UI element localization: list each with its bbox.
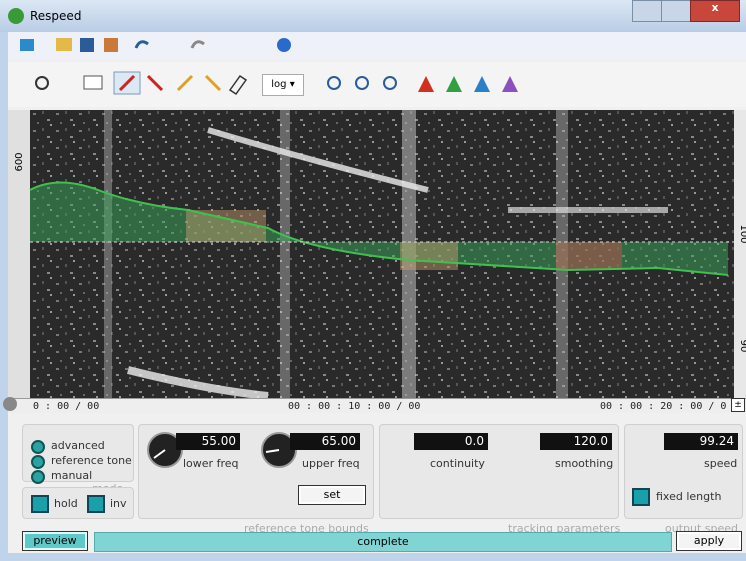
lower-freq-knob[interactable] <box>147 432 183 468</box>
inv-label: inv <box>110 497 127 510</box>
left-axis-label: 600 <box>14 152 25 171</box>
undo-button[interactable] <box>134 40 149 49</box>
scale-text: log <box>271 79 287 90</box>
zoom-in[interactable] <box>327 76 341 90</box>
zoom-out[interactable] <box>383 76 397 90</box>
hold-checkbox[interactable] <box>31 495 49 513</box>
title-bar <box>0 0 746 32</box>
toolbar-1 <box>8 32 746 59</box>
marker-green[interactable] <box>446 76 462 92</box>
help-button[interactable] <box>277 38 291 52</box>
fixed-length-label: fixed length <box>656 490 722 503</box>
marker-blue[interactable] <box>474 76 490 92</box>
left-ruler <box>8 110 30 400</box>
upper-freq-value: 65.00 <box>290 433 360 450</box>
radio-advanced[interactable] <box>31 440 45 454</box>
continuity-value: 0.0 <box>414 433 488 450</box>
radio-manual[interactable] <box>31 470 45 484</box>
time-label: 0 : 00 / 00 <box>33 401 100 412</box>
hold-label: hold <box>54 497 78 510</box>
zoom-tool[interactable] <box>35 76 49 90</box>
close[interactable]: x <box>690 0 740 22</box>
scroll-knob[interactable] <box>3 397 17 411</box>
knob-label: smoothing <box>555 457 614 470</box>
panel-caption: reference tone bounds <box>244 522 369 535</box>
line-tool-3[interactable] <box>204 74 222 92</box>
settings-button[interactable] <box>104 38 118 52</box>
pencil-icon <box>118 74 136 92</box>
time-label: 00 : 00 : 10 : 00 / 00 <box>288 401 421 412</box>
radio-label: manual <box>51 469 93 482</box>
time-ruler <box>8 398 746 413</box>
radio-reference-tone[interactable] <box>31 455 45 469</box>
speed-value: 99.24 <box>664 433 738 450</box>
lower-freq-value: 55.00 <box>176 433 240 450</box>
minimize[interactable] <box>632 0 662 22</box>
right-axis-label: 90 <box>738 340 746 353</box>
line-tool-2[interactable] <box>176 74 194 92</box>
knob-label: speed <box>704 457 738 470</box>
knob-label: continuity <box>430 457 485 470</box>
inv-checkbox[interactable] <box>87 495 105 513</box>
preview-button[interactable]: preview <box>22 531 88 551</box>
tracked-region <box>30 182 728 275</box>
line-tool[interactable] <box>146 74 164 92</box>
marker-purple[interactable] <box>502 76 518 92</box>
spectrogram[interactable]: 600 100 90 <box>8 110 746 400</box>
app-icon <box>8 8 24 24</box>
radio-label: reference tone <box>51 454 132 467</box>
scale-select[interactable]: log ▾ <box>262 74 304 96</box>
set-button[interactable]: set <box>298 485 366 505</box>
knob-label: lower freq <box>183 457 239 470</box>
zoom-fit[interactable] <box>355 76 369 90</box>
right-axis-label: 100 <box>738 224 746 243</box>
panel-caption: tracking parameters <box>508 522 621 535</box>
maximize[interactable] <box>661 0 691 22</box>
marker-red[interactable] <box>418 76 434 92</box>
window-title: Respeed <box>30 9 82 23</box>
view-tool[interactable] <box>83 75 103 90</box>
pin-button[interactable] <box>20 39 34 51</box>
save-button[interactable] <box>80 38 94 52</box>
eraser-tool[interactable] <box>228 74 248 96</box>
zoom-toggle[interactable]: ± <box>731 398 745 412</box>
apply-button[interactable]: apply <box>676 531 742 551</box>
upper-freq-knob[interactable] <box>261 432 297 468</box>
radio-label: advanced <box>51 439 105 452</box>
pitch-curve <box>29 181 729 276</box>
redo-button[interactable] <box>190 40 205 49</box>
right-ruler <box>734 110 746 400</box>
toolbars <box>8 32 746 107</box>
fixed-length-checkbox[interactable] <box>632 488 650 506</box>
time-label: 00 : 00 : 20 : 00 / 0 <box>600 401 727 412</box>
knob-label: upper freq <box>302 457 360 470</box>
progress-bar: complete <box>94 532 672 552</box>
open-button[interactable] <box>56 38 72 51</box>
smoothing-value: 120.0 <box>540 433 612 450</box>
